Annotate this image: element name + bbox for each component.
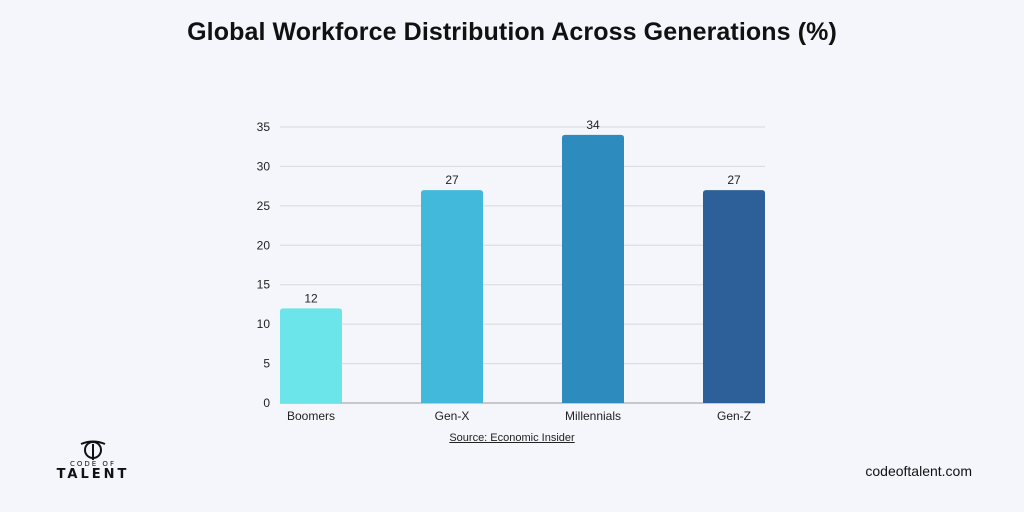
y-tick-label: 0 [263,396,270,410]
data-label: 34 [586,118,600,132]
website-label: codeoftalent.com [865,463,972,479]
data-label: 12 [304,291,318,305]
x-tick-label: Gen-X [435,409,470,423]
y-tick-label: 20 [257,238,271,252]
x-tick-label: Boomers [287,409,335,423]
y-tick-label: 25 [257,199,271,213]
code-of-talent-logo: CODE OF TALENT [48,440,138,484]
data-label: 27 [727,173,741,187]
bar-boomers[interactable] [280,308,342,403]
y-tick-label: 15 [257,278,271,292]
logo-text-top: CODE OF [70,460,116,468]
bar-gen-x[interactable] [421,190,483,403]
x-tick-label: Gen-Z [717,409,751,423]
data-label: 27 [445,173,459,187]
y-tick-label: 5 [263,357,270,371]
y-tick-label: 35 [257,120,271,134]
chart-title: Global Workforce Distribution Across Gen… [187,18,837,46]
x-tick-label: Millennials [565,409,621,423]
source-link[interactable]: Source: Economic Insider [449,432,575,444]
bar-gen-z[interactable] [703,190,765,403]
logo-text-bottom: TALENT [56,467,130,482]
bar-millennials[interactable] [562,134,624,403]
y-tick-label: 10 [257,317,271,331]
logo-mark-icon [80,440,106,460]
source-note[interactable]: Source: Economic Insider [0,432,1024,444]
y-tick-label: 30 [257,159,271,173]
